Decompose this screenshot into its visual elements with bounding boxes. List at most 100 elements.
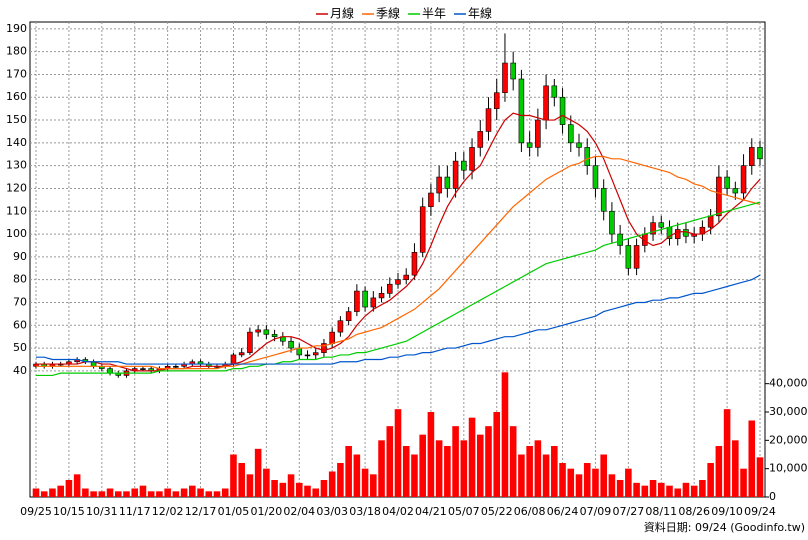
volume-bar — [534, 440, 542, 497]
candle-body — [600, 188, 607, 212]
candle-body — [107, 368, 113, 374]
candle-body — [732, 188, 739, 194]
x-tick-label: 01/20 — [251, 505, 283, 518]
volume-bar — [279, 482, 287, 497]
volume-bar — [320, 480, 328, 497]
y-tick-label: 70 — [13, 295, 27, 308]
volume-bar — [616, 480, 624, 497]
volume-bar — [707, 463, 714, 497]
legend-label: 月線 — [330, 6, 354, 21]
y2-tick-label: 20,000 — [769, 433, 808, 446]
ma-line — [36, 274, 761, 365]
x-tick-label: 06/08 — [514, 505, 546, 518]
volume-bar — [337, 463, 344, 497]
volume-bar — [114, 491, 122, 497]
volume-bar — [567, 468, 575, 497]
candle-body — [428, 192, 434, 208]
candle-body — [502, 62, 508, 93]
x-tick-label: 11/17 — [119, 505, 151, 518]
volume-bar — [674, 488, 682, 497]
candle-body — [354, 290, 360, 312]
candle-body — [173, 366, 179, 368]
volume-bar — [600, 454, 607, 497]
candle-body — [724, 176, 730, 189]
candle-body — [271, 334, 278, 337]
volume-bar — [370, 474, 377, 497]
candle-body — [584, 147, 590, 166]
volume-bar — [40, 491, 48, 497]
candle-body — [683, 229, 689, 237]
candle-body — [304, 354, 311, 357]
y-tick-label: 130 — [6, 159, 27, 172]
volume-bar — [518, 454, 525, 497]
volume-bar — [312, 488, 320, 497]
candle-body — [543, 85, 549, 121]
x-tick-label: 04/02 — [382, 505, 414, 518]
volume-bar — [715, 446, 723, 497]
x-tick-label: 09/10 — [711, 505, 743, 518]
volume-bar — [575, 474, 583, 497]
x-tick-label: 03/03 — [316, 505, 348, 518]
volume-bar — [82, 488, 89, 497]
candle-body — [609, 210, 615, 235]
volume-bar — [723, 409, 731, 497]
x-tick-label: 08/11 — [645, 505, 677, 518]
candle-body — [526, 142, 533, 148]
volume-bar — [592, 468, 599, 497]
candle-body — [576, 142, 582, 148]
candle-body — [255, 329, 261, 333]
volume-bar — [295, 482, 303, 497]
candle-body — [436, 176, 442, 194]
volume-bar — [559, 463, 566, 497]
y2-tick-label: 40,000 — [769, 377, 808, 390]
y-tick-label: 140 — [6, 136, 27, 149]
volume-bar — [271, 480, 278, 497]
volume-bar — [682, 482, 690, 497]
volume-bar — [493, 412, 501, 497]
volume-bar — [263, 468, 270, 497]
volume-bar — [641, 485, 649, 497]
x-tick-label: 01/05 — [218, 505, 250, 518]
volume-bar — [452, 426, 459, 497]
candle-body — [749, 147, 755, 166]
candle-body — [658, 222, 665, 228]
volume-bar — [551, 446, 558, 497]
candle-body — [535, 119, 541, 148]
candle-body — [140, 368, 146, 370]
volume-bar — [287, 474, 295, 497]
candle-body — [757, 147, 763, 160]
volume-bar — [49, 488, 56, 497]
y-tick-label: 120 — [6, 181, 27, 194]
volume-bar — [402, 446, 410, 497]
volume-bar — [657, 482, 665, 497]
candle-body — [707, 215, 714, 228]
volume-bar — [419, 434, 426, 497]
volume-bar — [32, 488, 40, 497]
candle-body — [230, 354, 237, 365]
candle-body — [321, 343, 327, 353]
volume-bar — [583, 463, 591, 497]
volume-bar — [501, 372, 509, 497]
volume-bar — [468, 417, 476, 497]
y-tick-label: 80 — [13, 273, 27, 286]
volume-bar — [485, 426, 492, 497]
candle-body — [592, 165, 599, 189]
volume-bar — [427, 412, 435, 497]
y-tick-label: 90 — [13, 250, 27, 263]
candle-body — [403, 274, 409, 280]
candle-body — [395, 279, 401, 285]
ma-line — [36, 155, 761, 370]
volume-bar — [156, 491, 163, 497]
x-tick-label: 09/24 — [744, 505, 776, 518]
candle-body — [518, 78, 525, 144]
volume-bar — [180, 488, 188, 497]
x-tick-label: 12/17 — [185, 505, 217, 518]
x-tick-label: 05/22 — [481, 505, 513, 518]
candle-body — [247, 331, 253, 353]
volume-bar — [756, 457, 764, 497]
volume-bar — [328, 471, 336, 497]
volume-bar — [633, 482, 640, 497]
volume-bar — [172, 491, 180, 497]
y2-tick-label: 30,000 — [769, 405, 808, 418]
